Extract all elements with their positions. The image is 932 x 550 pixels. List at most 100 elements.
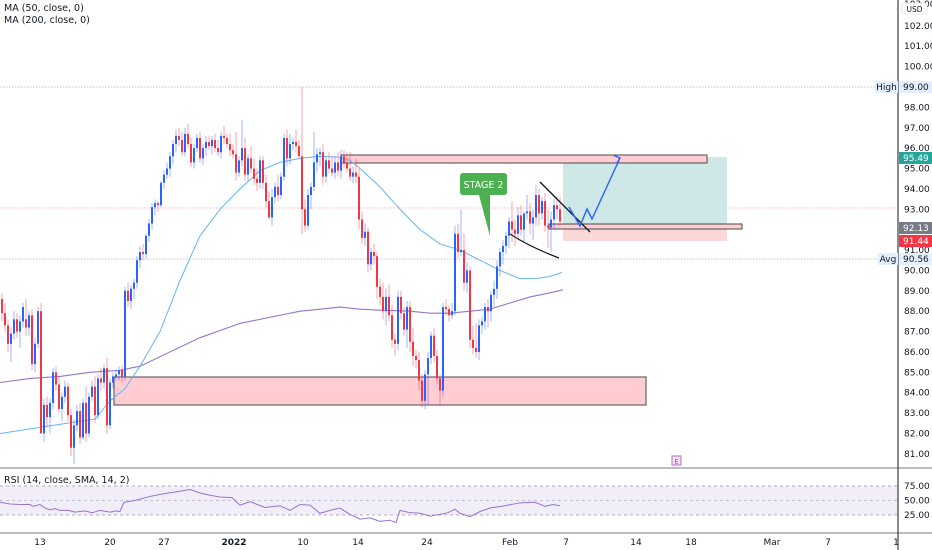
candle (1, 292, 3, 322)
candle (487, 298, 489, 328)
candle (238, 156, 240, 177)
rsi-band (0, 486, 898, 515)
rsi-tick-75: 75.00 (904, 482, 930, 492)
candle (103, 364, 105, 389)
last-price-value: 92.13 (903, 224, 929, 234)
time-tick: 2022 (221, 538, 246, 548)
candle (196, 133, 198, 153)
candle (532, 209, 534, 240)
candle (352, 166, 354, 183)
candle (124, 286, 126, 381)
price-tick: 95.00 (904, 165, 930, 175)
time-tick: 7 (563, 538, 569, 548)
candle (61, 392, 63, 422)
candle (316, 148, 318, 173)
candle (412, 327, 414, 367)
candle (235, 131, 237, 181)
candle (286, 129, 288, 167)
candle (463, 233, 465, 291)
ma50-line (0, 155, 563, 434)
demand-zone[interactable] (113, 376, 647, 406)
stage-2-callout[interactable]: STAGE 2 (460, 173, 507, 236)
candle (142, 243, 144, 261)
candle (337, 152, 339, 177)
candle (208, 135, 210, 151)
candle (223, 125, 225, 145)
callout-box (460, 173, 507, 195)
candle (91, 380, 93, 401)
candle (79, 402, 81, 444)
earnings-marker[interactable]: E (671, 455, 682, 466)
resistance-zone[interactable] (340, 154, 708, 164)
candle (244, 137, 246, 181)
candle (457, 223, 459, 259)
candle (118, 366, 120, 381)
rsi-tick-25: 25.00 (904, 511, 930, 521)
candle (28, 311, 30, 336)
price-tick: 90.00 (904, 266, 930, 276)
candle (313, 131, 315, 191)
price-tick: 82.00 (904, 429, 930, 439)
candle (403, 307, 405, 336)
candle (52, 368, 54, 410)
candle (325, 156, 327, 183)
time-tick: 14 (352, 538, 364, 548)
rsi-legend[interactable]: RSI (14, close, SMA, 14, 2) (4, 475, 130, 486)
candle (76, 404, 78, 432)
candle (550, 211, 552, 253)
candle (112, 372, 114, 389)
candle (214, 133, 216, 153)
candle (346, 152, 348, 173)
price-tick: 89.00 (904, 287, 930, 297)
candle (319, 148, 321, 167)
price-tick: 88.00 (904, 307, 930, 317)
candle (508, 217, 510, 249)
projection-path[interactable] (568, 157, 621, 228)
trendline-lower[interactable] (509, 233, 560, 259)
candle (388, 284, 390, 322)
target-zone[interactable] (563, 157, 727, 226)
candle (88, 392, 90, 438)
ma50-legend[interactable]: MA (50, close, 0) (4, 3, 84, 14)
candle (382, 282, 384, 320)
time-tick: Feb (502, 538, 518, 548)
ma200-legend[interactable]: MA (200, close, 0) (4, 15, 90, 26)
price-tick: 96.00 (904, 144, 930, 154)
price-tick: 86.00 (904, 348, 930, 358)
candle (520, 205, 522, 236)
candle (172, 139, 174, 165)
candle (82, 398, 84, 440)
candle (406, 300, 408, 348)
candle (379, 278, 381, 306)
ma200-line (0, 289, 564, 384)
avg-value-box (899, 253, 932, 265)
entry-zone[interactable] (548, 223, 743, 230)
candle (496, 260, 498, 299)
candle (493, 280, 495, 308)
stop-zone[interactable] (563, 226, 727, 241)
candle (43, 398, 45, 442)
currency-label[interactable]: USD (901, 2, 928, 15)
avg-badge: Avg 90.56 (878, 253, 932, 265)
candle (481, 317, 483, 334)
high-value-box (899, 81, 932, 93)
candle (268, 190, 270, 220)
candle (58, 376, 60, 414)
candle (127, 282, 129, 308)
time-axis[interactable]: 13 20 27 2022 10 14 24 Feb 7 14 18 Mar 7 1 (34, 538, 899, 548)
candle (190, 137, 192, 167)
candle (367, 227, 369, 273)
candle (499, 248, 501, 277)
price-tick: 91.00 (904, 246, 930, 256)
candle (160, 180, 162, 208)
candle (4, 303, 6, 332)
candle (64, 380, 66, 403)
rsi-pane (0, 485, 898, 524)
rsi-axis[interactable]: 75.00 50.00 25.00 (904, 482, 930, 521)
candle (421, 374, 423, 407)
price-tick: 102.00 (904, 22, 932, 32)
candle (331, 156, 333, 177)
candle (448, 305, 450, 322)
candle (460, 209, 462, 257)
